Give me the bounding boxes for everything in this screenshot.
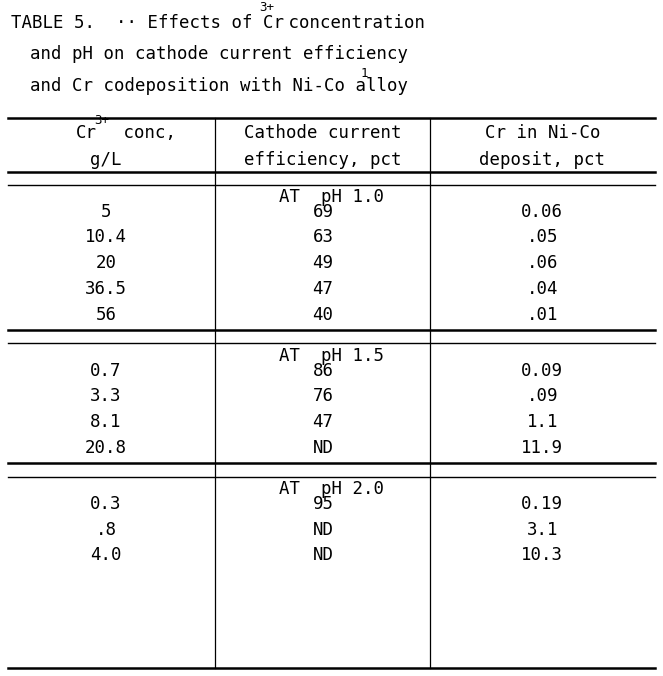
Text: 0.19: 0.19 [521,495,564,513]
Text: ND: ND [312,439,333,457]
Text: 3.1: 3.1 [526,521,558,539]
Text: 3+: 3+ [95,114,109,127]
Text: .06: .06 [526,254,558,272]
Text: g/L: g/L [90,151,122,169]
Text: .04: .04 [526,280,558,298]
Text: and pH on cathode current efficiency: and pH on cathode current efficiency [30,45,408,64]
Text: Cathode current: Cathode current [244,124,402,142]
Text: .8: .8 [95,521,117,539]
Text: 49: 49 [312,254,333,272]
Text: AT  pH 1.0: AT pH 1.0 [279,188,384,206]
Text: 69: 69 [312,203,333,221]
Text: ND: ND [312,546,333,564]
Text: 3.3: 3.3 [90,387,122,406]
Text: 40: 40 [312,306,333,324]
Text: 36.5: 36.5 [85,280,127,298]
Text: efficiency, pct: efficiency, pct [244,151,402,169]
Text: 63: 63 [312,228,333,247]
Text: ND: ND [312,521,333,539]
Text: AT  pH 2.0: AT pH 2.0 [279,480,384,498]
Text: conc,: conc, [113,124,176,142]
Text: 0.09: 0.09 [521,362,564,380]
Text: .05: .05 [526,228,558,247]
Text: 11.9: 11.9 [521,439,564,457]
Text: 10.3: 10.3 [521,546,564,564]
Text: Cr in Ni-Co: Cr in Ni-Co [485,124,600,142]
Text: 47: 47 [312,280,333,298]
Text: 47: 47 [312,413,333,431]
Text: 20.8: 20.8 [85,439,127,457]
Text: 0.3: 0.3 [90,495,122,513]
Text: 8.1: 8.1 [90,413,122,431]
Text: 20: 20 [95,254,117,272]
Text: 86: 86 [312,362,333,380]
Text: concentration: concentration [278,14,424,32]
Text: Cr: Cr [76,124,97,142]
Text: and Cr codeposition with Ni-Co alloy: and Cr codeposition with Ni-Co alloy [30,77,408,95]
Text: 56: 56 [95,306,117,324]
Text: AT  pH 1.5: AT pH 1.5 [279,347,384,365]
Text: 95: 95 [312,495,333,513]
Text: 0.06: 0.06 [521,203,564,221]
Text: 0.7: 0.7 [90,362,122,380]
Text: TABLE 5.  ·· Effects of Cr: TABLE 5. ·· Effects of Cr [11,14,284,32]
Text: .09: .09 [526,387,558,406]
Text: 10.4: 10.4 [85,228,127,247]
Text: 3+: 3+ [259,1,274,14]
Text: deposit, pct: deposit, pct [479,151,605,169]
Text: 76: 76 [312,387,333,406]
Text: 5: 5 [101,203,111,221]
Text: 1: 1 [360,67,368,80]
Text: 1.1: 1.1 [526,413,558,431]
Text: .01: .01 [526,306,558,324]
Text: 4.0: 4.0 [90,546,122,564]
